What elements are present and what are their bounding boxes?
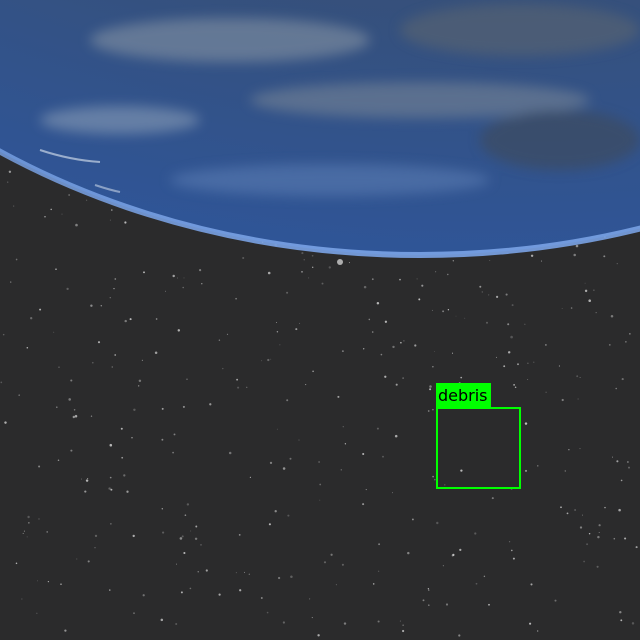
debris-label: debris — [436, 383, 491, 407]
debris-bounding-box[interactable] — [436, 407, 521, 489]
earth-atmosphere-rim — [0, 148, 640, 258]
bright-star — [337, 259, 343, 265]
earth-clouds — [40, 4, 640, 196]
earth — [0, 0, 640, 258]
earth-globe — [0, 0, 640, 255]
